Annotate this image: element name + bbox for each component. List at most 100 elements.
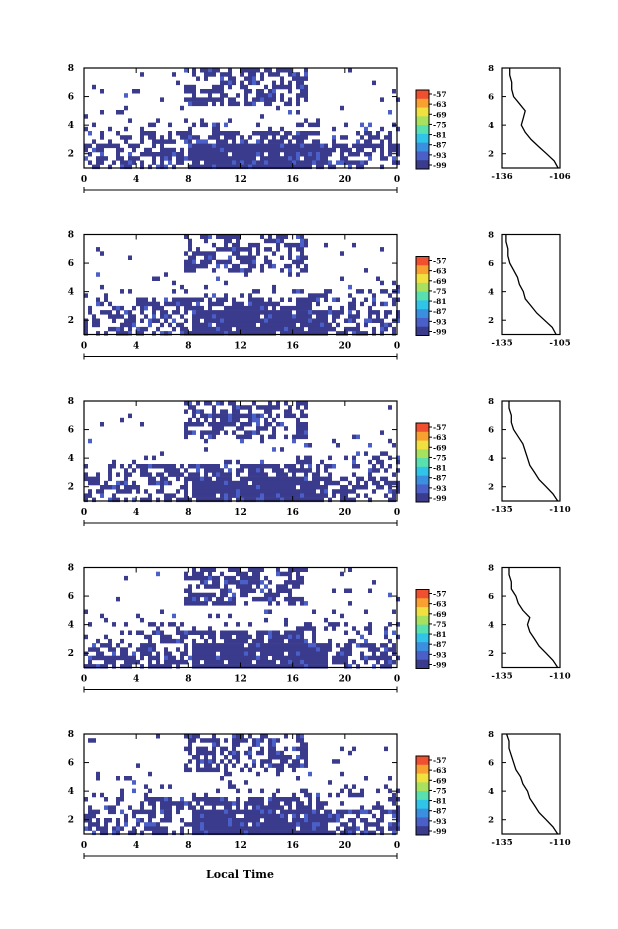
heatmap-cell xyxy=(292,584,296,589)
heatmap-cell xyxy=(272,485,276,490)
heatmap-cell xyxy=(304,426,308,431)
heatmap-cell xyxy=(120,322,124,328)
heatmap-cell xyxy=(360,147,364,153)
heatmap-cell xyxy=(388,110,392,115)
heatmap-cell xyxy=(204,792,208,798)
heatmap-cell xyxy=(316,301,320,307)
heatmap-cell xyxy=(232,305,236,311)
heatmap-cell xyxy=(276,801,280,806)
heatmap-cell xyxy=(152,476,156,482)
heatmap-cell xyxy=(252,326,256,332)
heatmap-cell xyxy=(136,818,140,823)
heatmap-cell xyxy=(116,818,120,823)
heatmap-cell xyxy=(308,152,312,157)
heatmap-cell xyxy=(392,89,396,94)
heatmap-cell xyxy=(204,601,208,606)
heatmap-cell xyxy=(348,750,352,756)
heatmap-cell xyxy=(236,497,240,503)
heatmap-cell xyxy=(128,322,132,328)
heatmap-cell xyxy=(388,497,392,503)
heatmap-cell xyxy=(224,422,228,427)
heatmap-cell xyxy=(212,805,216,810)
heatmap-cell xyxy=(324,617,328,623)
heatmap-cell xyxy=(356,630,360,635)
heatmap-cell xyxy=(208,763,212,768)
heatmap-cell xyxy=(284,147,288,153)
heatmap-cell xyxy=(184,767,188,773)
heatmap-cell xyxy=(212,84,216,90)
heatmap-cell xyxy=(324,647,328,652)
heatmap-cell xyxy=(300,464,304,469)
heatmap-cell xyxy=(268,580,272,585)
heatmap-cell xyxy=(240,434,244,440)
heatmap-cell xyxy=(212,592,216,598)
heatmap-cell xyxy=(88,738,92,743)
heatmap-cell xyxy=(296,72,300,77)
heatmap-cell xyxy=(236,263,240,269)
heatmap-cell xyxy=(100,643,104,648)
heatmap-cell xyxy=(232,659,236,665)
heatmap-cell xyxy=(260,826,264,831)
heatmap-cell xyxy=(184,310,188,315)
heatmap-cell xyxy=(184,326,188,332)
colorbar-segment xyxy=(416,309,429,319)
heatmap-cell xyxy=(208,401,212,406)
heatmap-cell xyxy=(120,797,124,802)
heatmap-cell xyxy=(152,318,156,323)
heatmap-cell xyxy=(300,164,304,170)
heatmap-cell xyxy=(208,422,212,427)
heatmap-cell xyxy=(368,143,372,149)
heatmap-cell xyxy=(280,93,284,98)
heatmap-cell xyxy=(120,160,124,165)
heatmap-cell xyxy=(304,459,308,465)
heatmap-cell xyxy=(268,750,272,756)
heatmap-cell xyxy=(276,601,280,606)
heatmap-cell xyxy=(172,468,176,473)
heatmap-cell xyxy=(180,497,184,503)
heatmap-cell xyxy=(240,147,244,153)
heatmap-cell xyxy=(244,634,248,640)
heatmap-cell xyxy=(248,567,252,572)
heatmap-cell xyxy=(184,409,188,414)
heatmap-cell xyxy=(252,417,256,423)
heatmap-cell xyxy=(272,818,276,823)
heatmap-cell xyxy=(204,68,208,73)
heatmap-cell xyxy=(212,268,216,273)
heatmap-cell xyxy=(304,152,308,157)
heatmap-cell xyxy=(252,80,256,86)
heatmap-cell xyxy=(228,480,232,486)
heatmap-cell xyxy=(392,801,396,806)
heatmap-cell xyxy=(288,131,292,136)
heatmap-cell xyxy=(212,160,216,165)
heatmap-cell xyxy=(204,592,208,598)
heatmap-cell xyxy=(164,468,168,473)
heatmap-cell xyxy=(296,822,300,827)
heatmap-cell xyxy=(164,809,168,815)
heatmap-cell xyxy=(124,93,128,98)
heatmap-cell xyxy=(284,617,288,623)
heatmap-cell xyxy=(264,493,268,498)
heatmap-cell xyxy=(188,767,192,773)
heatmap-cell xyxy=(132,780,136,785)
heatmap-cell xyxy=(268,101,272,107)
heatmap-cell xyxy=(296,755,300,760)
heatmap-cell xyxy=(288,797,292,802)
heatmap-cell xyxy=(276,413,280,419)
heatmap-cell xyxy=(260,156,264,161)
heatmap-cell xyxy=(396,289,400,294)
heatmap-cell xyxy=(212,152,216,157)
heatmap-cell xyxy=(352,318,356,323)
heatmap-cell xyxy=(236,251,240,256)
heatmap-cell xyxy=(344,655,348,661)
heatmap-cell xyxy=(120,792,124,798)
heatmap-cell xyxy=(292,434,296,440)
heatmap-cell xyxy=(164,655,168,661)
heatmap-cell xyxy=(344,485,348,490)
heatmap-cell xyxy=(304,68,308,73)
heatmap-cell xyxy=(268,755,272,760)
heatmap-cell xyxy=(192,630,196,635)
heatmap-cell xyxy=(208,643,212,648)
heatmap-cell xyxy=(240,80,244,86)
heatmap-cell xyxy=(308,156,312,161)
heatmap-cell xyxy=(392,826,396,831)
